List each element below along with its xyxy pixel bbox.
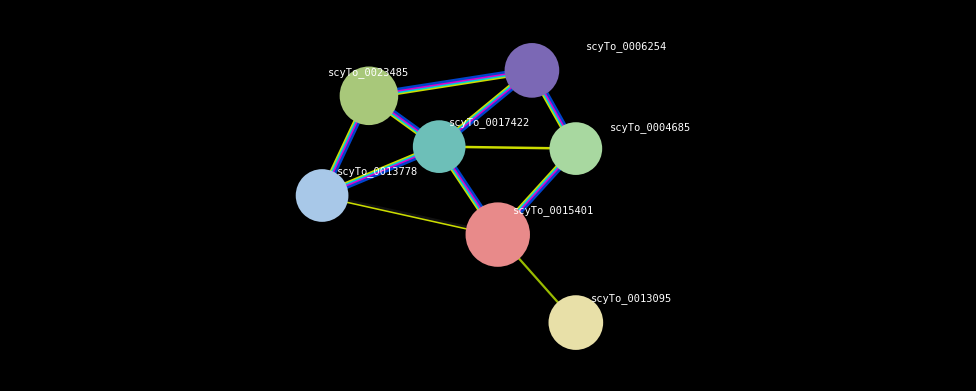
Text: scyTo_0023485: scyTo_0023485 — [328, 67, 410, 78]
Text: scyTo_0013095: scyTo_0013095 — [590, 293, 671, 304]
Text: scyTo_0015401: scyTo_0015401 — [512, 205, 593, 216]
Ellipse shape — [549, 295, 603, 350]
Text: scyTo_0017422: scyTo_0017422 — [449, 117, 530, 128]
Ellipse shape — [296, 169, 348, 222]
Ellipse shape — [340, 66, 398, 125]
Ellipse shape — [466, 203, 530, 267]
Text: scyTo_0013778: scyTo_0013778 — [337, 166, 418, 177]
Text: scyTo_0006254: scyTo_0006254 — [586, 41, 667, 52]
Text: scyTo_0004685: scyTo_0004685 — [610, 122, 691, 133]
Ellipse shape — [413, 120, 466, 173]
Ellipse shape — [549, 122, 602, 175]
Ellipse shape — [505, 43, 559, 98]
